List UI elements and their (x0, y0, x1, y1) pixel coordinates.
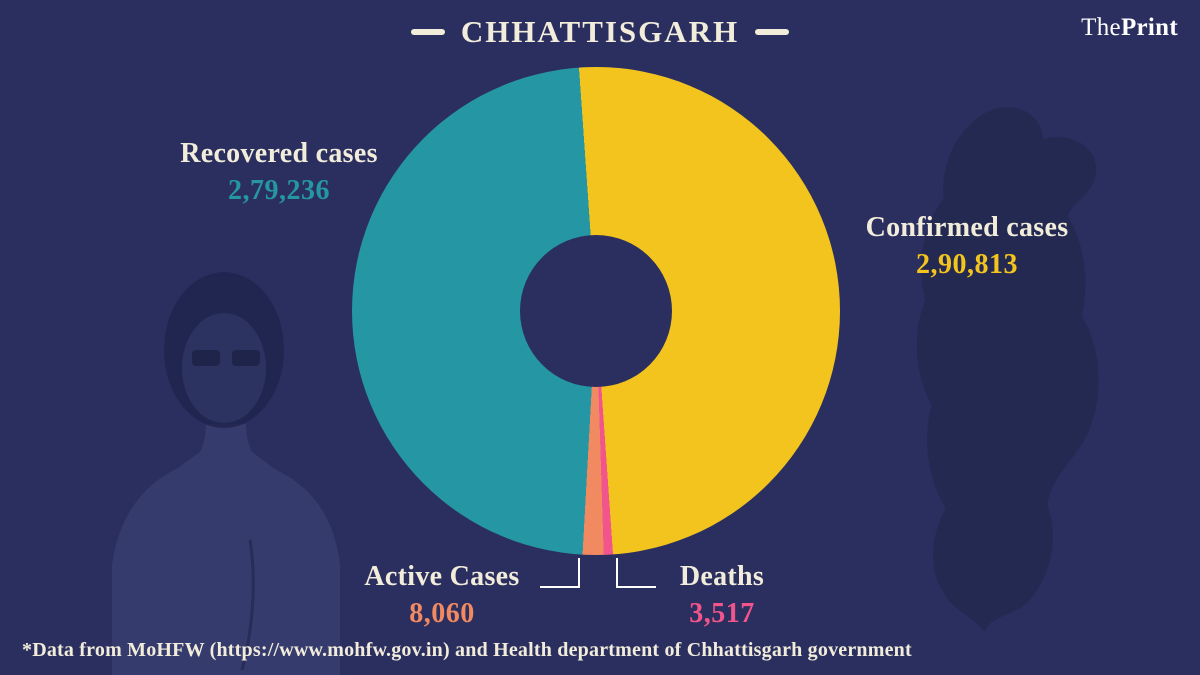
person-photo-silhouette (112, 272, 340, 675)
active-leader-line (540, 558, 580, 588)
deaths-leader-line (616, 558, 656, 588)
title-dash-left-icon (410, 29, 445, 35)
callout-active: Active Cases 8,060 (328, 561, 556, 630)
brand-print: Print (1120, 14, 1178, 41)
title-dash-right-icon (755, 29, 790, 35)
page-title-row: CHHATTISGARH (0, 14, 1200, 50)
source-note: *Data from MoHFW (https://www.mohfw.gov.… (22, 639, 912, 661)
recovered-label: Recovered cases (180, 138, 378, 169)
recovered-value: 2,79,236 (228, 175, 330, 207)
callout-confirmed: Confirmed cases 2,90,813 (826, 212, 1108, 281)
callout-recovered: Recovered cases 2,79,236 (118, 138, 440, 207)
page-title: CHHATTISGARH (460, 14, 740, 49)
confirmed-label: Confirmed cases (865, 212, 1069, 243)
deaths-label: Deaths (679, 561, 765, 592)
theprint-logo: ThePrint (1081, 14, 1178, 42)
confirmed-value: 2,90,813 (916, 249, 1018, 281)
chhattisgarh-map-silhouette (916, 107, 1099, 632)
brand-the: The (1081, 14, 1121, 41)
active-label: Active Cases (364, 561, 520, 592)
callout-deaths: Deaths 3,517 (646, 561, 798, 630)
donut-hole (520, 235, 672, 387)
active-value: 8,060 (409, 598, 475, 630)
donut-chart (352, 67, 840, 555)
deaths-value: 3,517 (689, 598, 755, 630)
